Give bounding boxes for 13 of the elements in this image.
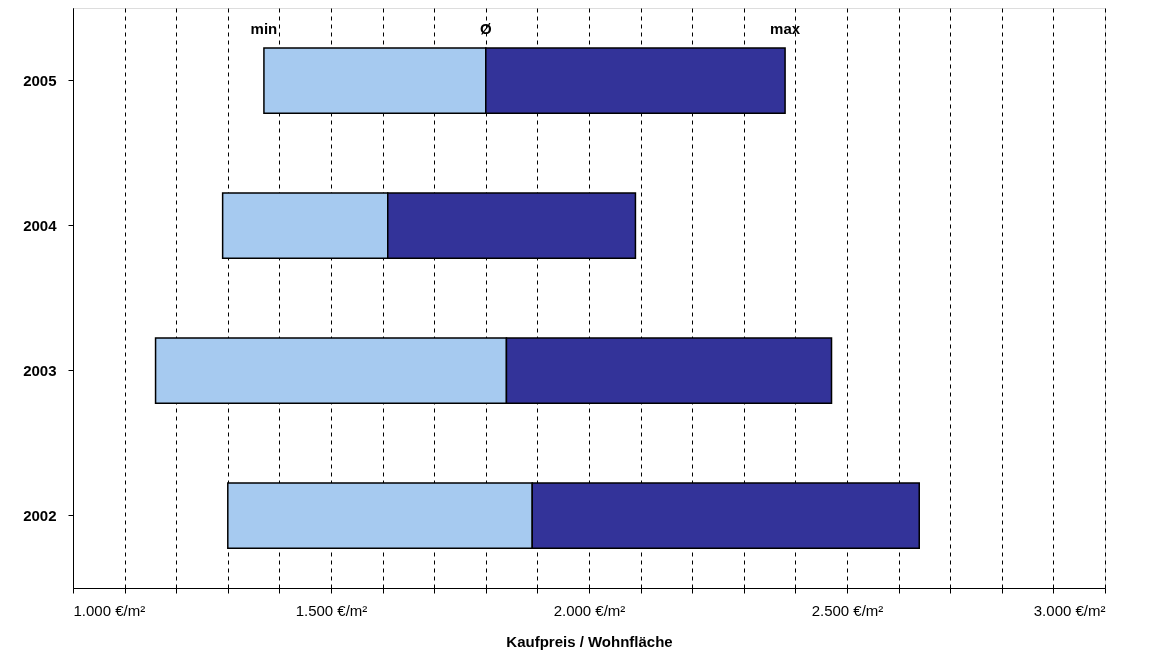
annotation: min bbox=[250, 19, 278, 37]
annotation: max bbox=[770, 19, 801, 37]
x-tick-label: 2.000 €/m² bbox=[553, 601, 626, 619]
x-tick-label: 1.000 €/m² bbox=[73, 601, 146, 619]
y-tick-label: 2004 bbox=[23, 216, 58, 234]
y-tick-label: 2003 bbox=[23, 361, 57, 379]
x-tick-label: 2.500 €/m² bbox=[811, 601, 884, 619]
x-axis-title: Kaufpreis / Wohnfläche bbox=[506, 632, 673, 650]
y-tick-label: 2002 bbox=[23, 506, 57, 524]
annotation: Ø bbox=[479, 19, 492, 37]
x-tick-label: 1.500 €/m² bbox=[295, 601, 368, 619]
y-tick-label: 2005 bbox=[23, 71, 57, 89]
x-tick-label: 3.000 €/m² bbox=[1033, 601, 1106, 619]
